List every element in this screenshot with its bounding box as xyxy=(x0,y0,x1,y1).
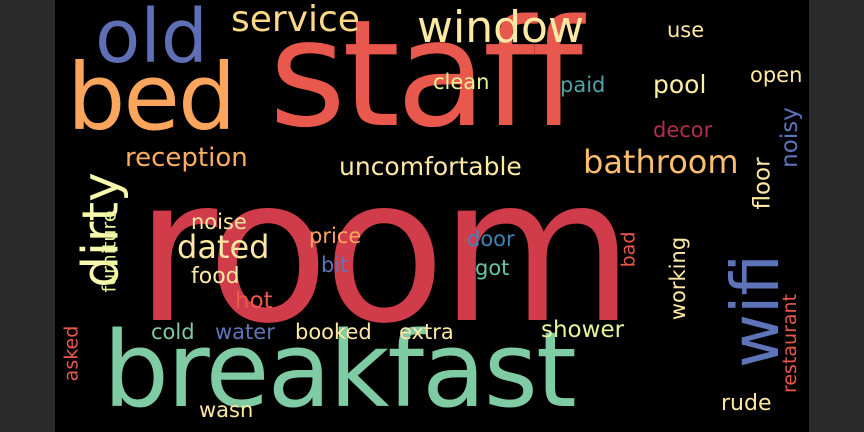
word-restaurant: restaurant xyxy=(779,293,802,394)
word-furniture: furniture xyxy=(98,210,121,293)
word-bathroom: bathroom xyxy=(583,143,739,181)
word-use: use xyxy=(667,18,705,42)
word-booked: booked xyxy=(295,320,372,344)
word-clean: clean xyxy=(433,70,490,94)
word-decor: decor xyxy=(653,118,713,142)
word-cloud: room staff breakfast bed old service win… xyxy=(55,0,809,432)
word-service: service xyxy=(231,0,360,40)
word-pool: pool xyxy=(653,70,707,99)
word-uncomfortable: uncomfortable xyxy=(339,152,522,181)
word-window: window xyxy=(417,2,584,53)
word-reception: reception xyxy=(125,143,248,173)
word-got: got xyxy=(475,256,510,280)
word-room: room xyxy=(135,135,634,368)
word-bad: bad xyxy=(617,231,640,268)
word-extra: extra xyxy=(399,320,454,344)
word-food: food xyxy=(191,264,240,289)
word-working: working xyxy=(666,236,691,321)
word-bed: bed xyxy=(67,44,236,151)
word-floor: floor xyxy=(749,157,776,210)
word-water: water xyxy=(215,320,275,344)
word-noisy: noisy xyxy=(776,107,803,168)
word-price: price xyxy=(309,224,362,248)
word-paid: paid xyxy=(560,73,606,97)
word-asked: asked xyxy=(60,325,83,382)
word-bit: bit xyxy=(321,253,349,277)
word-wasn: wasn xyxy=(199,398,254,422)
word-noise: noise xyxy=(191,210,247,234)
word-breakfast: breakfast xyxy=(103,309,577,431)
word-door: door xyxy=(467,227,515,251)
word-dated: dated xyxy=(177,228,270,266)
word-staff: staff xyxy=(269,0,583,160)
word-old: old xyxy=(95,0,208,80)
word-hot: hot xyxy=(235,288,273,314)
word-shower: shower xyxy=(541,317,625,343)
word-cold: cold xyxy=(151,320,195,344)
word-open: open xyxy=(750,63,803,87)
word-rude: rude xyxy=(721,391,772,416)
